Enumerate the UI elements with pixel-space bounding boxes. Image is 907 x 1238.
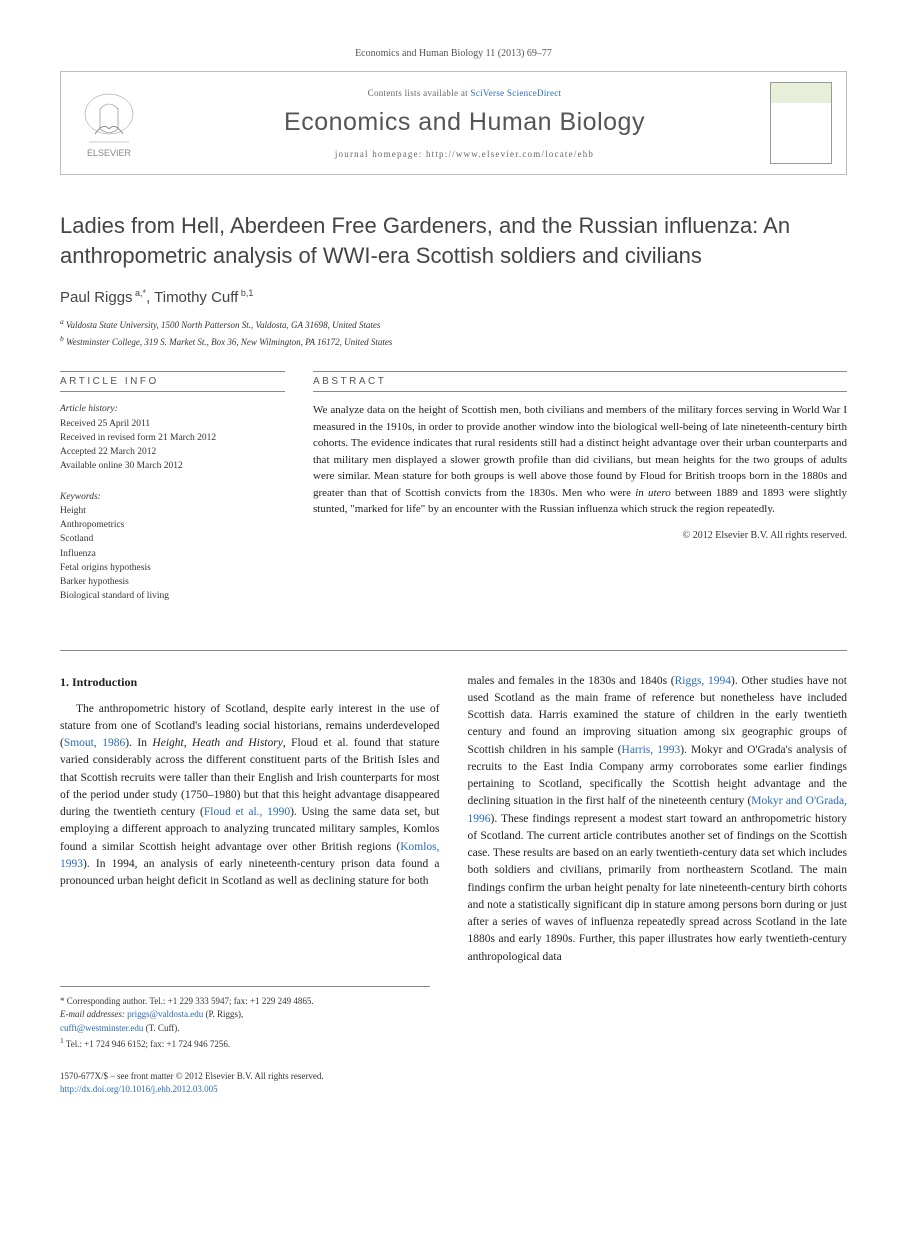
footnotes: * Corresponding author. Tel.: +1 229 333… xyxy=(60,986,430,1052)
front-matter-line: 1570-677X/$ – see front matter © 2012 El… xyxy=(60,1070,847,1097)
email-link-riggs[interactable]: priggs@valdosta.edu xyxy=(127,1009,203,1019)
citation-link[interactable]: Mokyr and O'Grada, 1996 xyxy=(468,795,847,824)
corresponding-author-note: * Corresponding author. Tel.: +1 229 333… xyxy=(60,995,430,1009)
doi-link[interactable]: http://dx.doi.org/10.1016/j.ehb.2012.03.… xyxy=(60,1084,218,1094)
body-text: 1. Introduction The anthropometric histo… xyxy=(60,673,847,966)
article-info-label: ARTICLE INFO xyxy=(60,371,285,392)
body-column-left: 1. Introduction The anthropometric histo… xyxy=(60,673,440,966)
elsevier-logo: ELSEVIER xyxy=(75,84,143,162)
abstract-column: ABSTRACT We analyze data on the height o… xyxy=(313,371,847,619)
abstract-text: We analyze data on the height of Scottis… xyxy=(313,402,847,518)
citation-link[interactable]: Komlos, 1993 xyxy=(60,841,440,870)
contents-available: Contents lists available at SciVerse Sci… xyxy=(159,88,770,98)
body-column-right: males and females in the 1830s and 1840s… xyxy=(468,673,848,966)
journal-homepage: journal homepage: http://www.elsevier.co… xyxy=(159,149,770,159)
section-heading-intro: 1. Introduction xyxy=(60,673,440,691)
email-addresses: E-mail addresses: priggs@valdosta.edu (P… xyxy=(60,1008,430,1035)
journal-name: Economics and Human Biology xyxy=(159,108,770,137)
affiliation-a: a Valdosta State University, 1500 North … xyxy=(60,316,847,333)
email-link-cuff[interactable]: cufft@westminster.edu xyxy=(60,1023,143,1033)
citation-link[interactable]: Smout, 1986 xyxy=(64,737,125,749)
affiliations: a Valdosta State University, 1500 North … xyxy=(60,316,847,349)
section-divider xyxy=(60,650,847,651)
journal-cover-thumbnail xyxy=(770,82,832,164)
copyright-line: © 2012 Elsevier B.V. All rights reserved… xyxy=(313,530,847,541)
abstract-label: ABSTRACT xyxy=(313,371,847,392)
sciencedirect-link[interactable]: SciVerse ScienceDirect xyxy=(471,88,562,98)
affiliation-b: b Westminster College, 319 S. Market St.… xyxy=(60,333,847,350)
citation-link[interactable]: Riggs, 1994 xyxy=(675,675,731,687)
citation-link[interactable]: Harris, 1993 xyxy=(622,744,681,756)
citation-link[interactable]: Floud et al., 1990 xyxy=(204,806,290,818)
article-title: Ladies from Hell, Aberdeen Free Gardener… xyxy=(60,211,847,270)
author-tel-note: 1 Tel.: +1 724 946 6152; fax: +1 724 946… xyxy=(60,1035,430,1052)
authors: Paul Riggs a,*, Timothy Cuff b,1 xyxy=(60,288,847,306)
journal-reference: Economics and Human Biology 11 (2013) 69… xyxy=(60,48,847,59)
article-history: Article history: Received 25 April 2011 … xyxy=(60,402,285,473)
article-info-column: ARTICLE INFO Article history: Received 2… xyxy=(60,371,285,619)
svg-text:ELSEVIER: ELSEVIER xyxy=(87,148,132,158)
keywords: Keywords: Height Anthropometrics Scotlan… xyxy=(60,490,285,604)
journal-header: ELSEVIER Contents lists available at Sci… xyxy=(60,71,847,175)
